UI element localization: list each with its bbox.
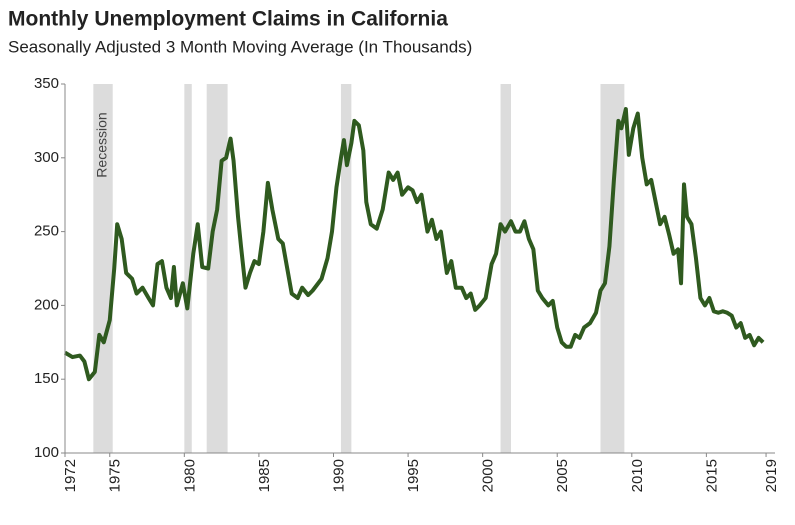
x-tick-label: 1995: [405, 459, 422, 492]
recession-band: [340, 84, 352, 453]
y-tick-label: 200: [34, 296, 59, 313]
x-tick-label: 1985: [256, 459, 273, 492]
x-tick-label: 1990: [330, 459, 347, 492]
x-tick-label: 2010: [629, 459, 646, 492]
x-tick-label: 2005: [554, 459, 571, 492]
recession-band: [600, 84, 625, 453]
x-tick-label: 2000: [480, 459, 497, 492]
x-tick-label: 1975: [107, 459, 124, 492]
recession-band: [500, 84, 511, 453]
plot-area: [63, 107, 765, 382]
chart-subtitle: Seasonally Adjusted 3 Month Moving Avera…: [8, 37, 472, 56]
recession-band: [206, 84, 228, 453]
y-tick-label: 350: [34, 75, 59, 92]
x-tick-label: 2019: [763, 459, 780, 492]
recession-label: Recession: [94, 112, 110, 177]
recession-band: [184, 84, 192, 453]
y-tick-label: 250: [34, 223, 59, 240]
x-tick-label: 2015: [703, 459, 720, 492]
chart-title: Monthly Unemployment Claims in Californi…: [8, 8, 448, 31]
series-line: [63, 107, 765, 382]
x-tick-label: 1972: [62, 459, 79, 492]
y-tick-label: 300: [34, 149, 59, 166]
y-tick-label: 100: [34, 444, 59, 461]
x-tick-label: 1980: [181, 459, 198, 492]
y-tick-label: 150: [34, 370, 59, 387]
